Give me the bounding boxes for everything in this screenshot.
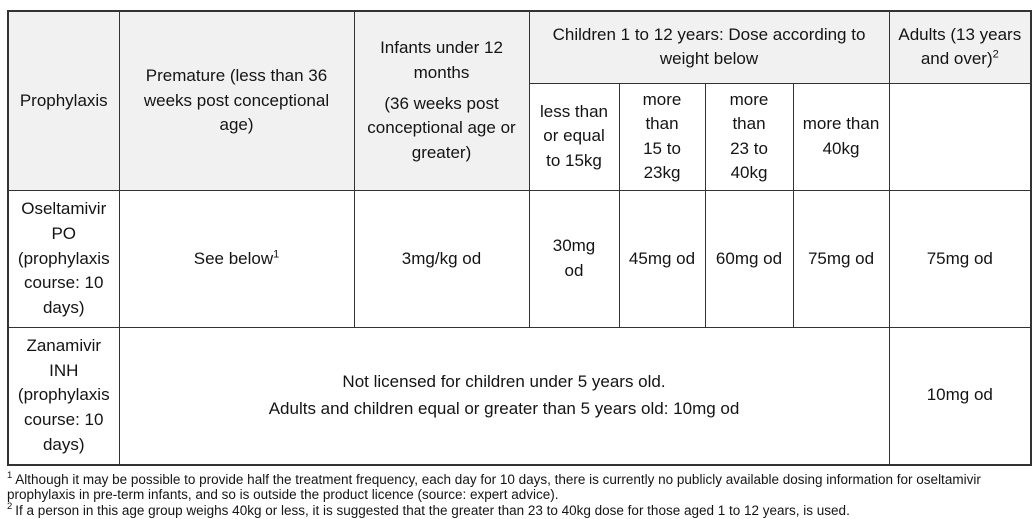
row-oseltamivir: Oseltamivir PO (prophylaxis course: 10 d… — [7, 190, 1032, 329]
see-below-footnote-ref: 1 — [273, 248, 280, 261]
header-adults-footnote-ref: 2 — [992, 48, 999, 61]
header-adults-label: Adults (13 years and over) — [898, 24, 1022, 69]
footnote-2-marker: 2 — [7, 501, 13, 513]
header-weight-gt-40kg: more than 40kg — [792, 82, 890, 192]
header-weight-23-40kg: more than 23 to 40kg — [704, 82, 794, 192]
cell-oseltamivir-premature: See below1 — [118, 190, 355, 329]
header-infants-line2: (36 weeks post conceptional age or great… — [367, 93, 516, 162]
cell-zanamivir-adults-dose: 10mg od — [888, 327, 1032, 466]
header-row-weight-bands: less than or equal to 15kg more than 15 … — [8, 82, 1032, 192]
footnote-1: 1 Although it may be possible to provide … — [7, 470, 1028, 503]
header-row-top: Prophylaxis Premature (less than 36 week… — [7, 10, 1032, 192]
header-adults: Adults (13 years and over)2 — [888, 10, 1032, 84]
cell-oseltamivir-dose-15-23kg: 45mg od — [618, 190, 706, 329]
footnote-2-text: If a person in this age group weighs 40k… — [15, 502, 850, 518]
zanamivir-note-line2: Adults and children equal or greater tha… — [268, 399, 740, 419]
header-premature: Premature (less than 36 weeks post conce… — [118, 10, 355, 192]
header-weight-15-23kg: more than 15 to 23kg — [618, 82, 706, 192]
header-adults-empty-subcell — [888, 82, 1032, 192]
cell-oseltamivir-name: Oseltamivir PO (prophylaxis course: 10 d… — [7, 190, 120, 329]
footnote-1-text: Although it may be possible to provide h… — [7, 471, 981, 503]
header-prophylaxis: Prophylaxis — [7, 10, 120, 192]
cell-oseltamivir-dose-gt-40kg: 75mg od — [792, 190, 890, 329]
header-infants-line1: Infants under 12 months — [380, 38, 503, 83]
cell-oseltamivir-infants-dose: 3mg/kg od — [353, 190, 530, 329]
cell-zanamivir-name: Zanamivir INH (prophylaxis course: 10 da… — [7, 327, 120, 466]
header-children-group: Children 1 to 12 years: Dose according t… — [528, 10, 890, 84]
cell-zanamivir-merged-note: Not licensed for children under 5 years … — [118, 327, 890, 466]
cell-oseltamivir-adults-dose: 75mg od — [888, 190, 1032, 329]
header-weight-lte-15kg: less than or equal to 15kg — [528, 82, 620, 192]
row-zanamivir: Zanamivir INH (prophylaxis course: 10 da… — [7, 327, 1032, 466]
header-infants: Infants under 12 months (36 weeks post c… — [353, 10, 530, 192]
cell-oseltamivir-dose-23-40kg: 60mg od — [704, 190, 794, 329]
footnote-1-marker: 1 — [7, 470, 13, 482]
zanamivir-note-line1: Not licensed for children under 5 years … — [342, 371, 666, 391]
footnote-2: 2 If a person in this age group weighs 40… — [7, 501, 1028, 519]
see-below-label: See below — [193, 248, 274, 268]
cell-oseltamivir-dose-lte-15kg: 30mg od — [528, 190, 620, 329]
prophylaxis-dosing-table: Prophylaxis Premature (less than 36 week… — [7, 10, 1033, 466]
footnotes: 1 Although it may be possible to provide … — [7, 470, 1028, 519]
